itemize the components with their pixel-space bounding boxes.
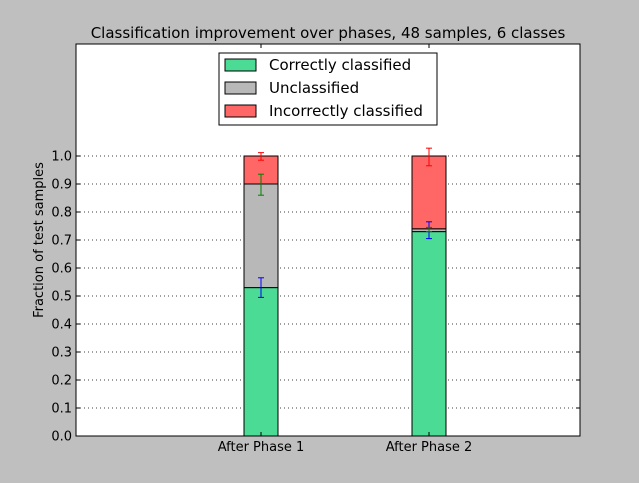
y-tick-label: 0.5 [51, 290, 72, 305]
bar-0-0 [243, 287, 279, 437]
y-tick-label: 0.2 [51, 374, 72, 389]
legend-label-2: Incorrectly classified [269, 102, 423, 120]
y-axis-label: Fraction of test samples [32, 162, 47, 318]
bar-1-2 [411, 155, 447, 230]
y-tick-label: 0.3 [51, 346, 72, 361]
chart-title: Classification improvement over phases, … [91, 24, 566, 42]
legend-swatch-1 [224, 81, 257, 95]
y-tick-label: 0.0 [51, 430, 72, 445]
bar-1-0 [411, 231, 447, 437]
x-tick-label: After Phase 1 [218, 440, 305, 455]
y-tick-label: 0.8 [51, 206, 72, 221]
legend: Correctly classified Unclassified Incorrec… [218, 52, 438, 126]
x-tick-label: After Phase 2 [386, 440, 473, 455]
y-tick-label: 0.1 [51, 402, 72, 417]
y-tick-label: 1.0 [51, 150, 72, 165]
grid-lines [76, 155, 580, 409]
y-tick-label: 0.6 [51, 262, 72, 277]
legend-swatch-0 [224, 58, 257, 72]
legend-swatch-2 [224, 104, 257, 118]
y-tick-label: 0.7 [51, 234, 72, 249]
legend-label-0: Correctly classified [269, 56, 411, 74]
y-tick-label: 0.9 [51, 178, 72, 193]
legend-label-1: Unclassified [269, 79, 359, 97]
bar-0-1 [243, 183, 279, 289]
y-tick-label: 0.4 [51, 318, 72, 333]
axis-ticks: 0.0 0.1 0.2 0.3 0.4 0.5 0.6 0.7 0.8 0.9 1.0 After P… [51, 44, 580, 455]
error-bar-group [258, 147, 432, 298]
